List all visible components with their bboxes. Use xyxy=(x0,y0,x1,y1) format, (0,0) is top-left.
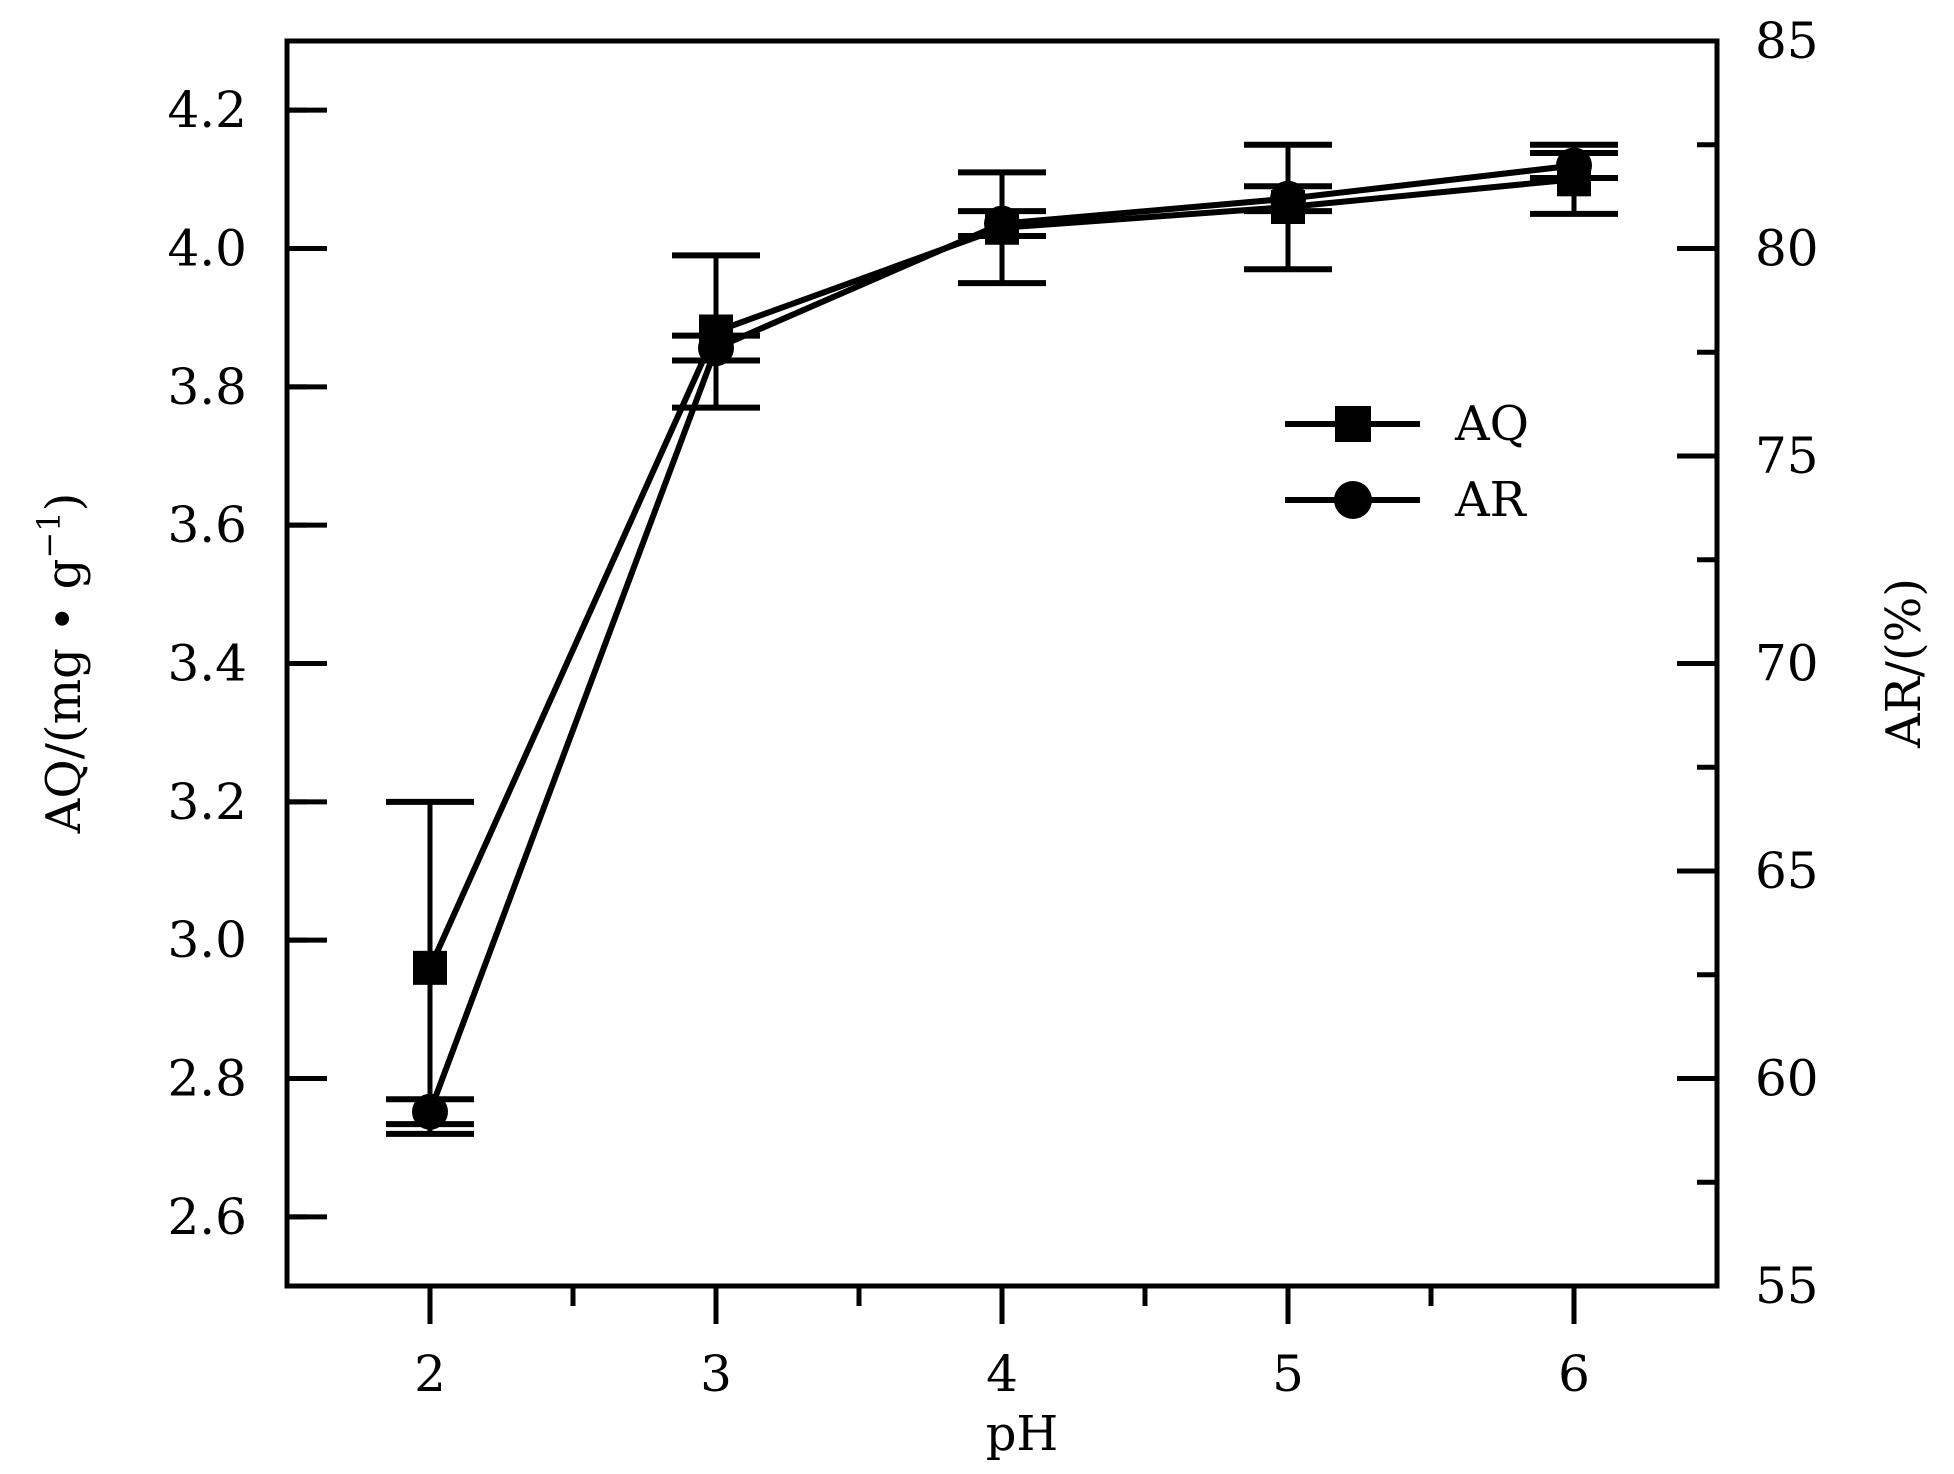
y-left-tick-label: 3.4 xyxy=(167,635,247,693)
series-aq-line xyxy=(427,176,1575,970)
series-aq-point xyxy=(413,950,447,985)
x-tick-label: 4 xyxy=(986,1345,1018,1403)
series-ar-point xyxy=(1556,147,1592,184)
y-left-tick-label: 2.8 xyxy=(167,1050,247,1108)
x-tick-label: 6 xyxy=(1558,1345,1590,1403)
series-ar-point xyxy=(1270,180,1306,217)
y-left-tick-label: 3.6 xyxy=(167,496,247,554)
legend-aq-label: AQ xyxy=(1454,396,1529,452)
y-right-tick-label: 70 xyxy=(1755,635,1819,693)
y-left-axis: 2.6 2.8 3.0 3.2 3.4 3.6 3.8 4.0 4.2 xyxy=(167,81,327,1246)
legend: AQ AR xyxy=(1285,396,1529,528)
x-tick-label: 5 xyxy=(1272,1345,1304,1403)
x-tick-label: 2 xyxy=(414,1345,446,1403)
series-layer xyxy=(386,141,1618,1137)
y-right-tick-label: 80 xyxy=(1755,220,1819,278)
series-ar-point xyxy=(984,205,1020,242)
x-axis-title: pH xyxy=(986,1406,1059,1462)
y-right-tick-label: 65 xyxy=(1755,842,1819,900)
y-right-tick-label: 55 xyxy=(1755,1257,1819,1315)
y-right-tick-label: 60 xyxy=(1755,1050,1819,1108)
series-ar-point xyxy=(412,1093,448,1130)
y-right-axis: 55 60 65 70 75 80 85 xyxy=(1677,12,1819,1315)
y-right-tick-label: 75 xyxy=(1755,427,1819,485)
legend-aq-marker xyxy=(1335,406,1371,442)
y-left-tick-label: 3.2 xyxy=(167,773,247,831)
series-ar-point xyxy=(698,330,734,367)
x-axis: 2 3 4 5 6 xyxy=(414,1286,1590,1403)
legend-ar-label: AR xyxy=(1454,472,1528,528)
y-left-axis-title-sup: −1 xyxy=(30,511,68,558)
y-left-axis-title-main: AQ/(mg • g xyxy=(36,559,92,835)
y-right-tick-label: 85 xyxy=(1755,12,1819,70)
series-ar-line xyxy=(427,162,1575,1113)
legend-ar-marker xyxy=(1334,481,1372,519)
x-tick-label: 3 xyxy=(700,1345,732,1403)
y-left-tick-label: 3.8 xyxy=(167,358,247,416)
y-left-axis-title: AQ/(mg • g−1) xyxy=(30,493,92,835)
y-left-tick-label: 2.6 xyxy=(167,1188,247,1246)
y-left-axis-title-close: ) xyxy=(36,493,92,512)
y-left-tick-label: 3.0 xyxy=(167,911,247,969)
y-right-axis-title: AR/(%) xyxy=(1876,578,1932,749)
y-left-tick-label: 4.0 xyxy=(167,220,247,278)
y-left-tick-label: 4.2 xyxy=(167,81,247,139)
